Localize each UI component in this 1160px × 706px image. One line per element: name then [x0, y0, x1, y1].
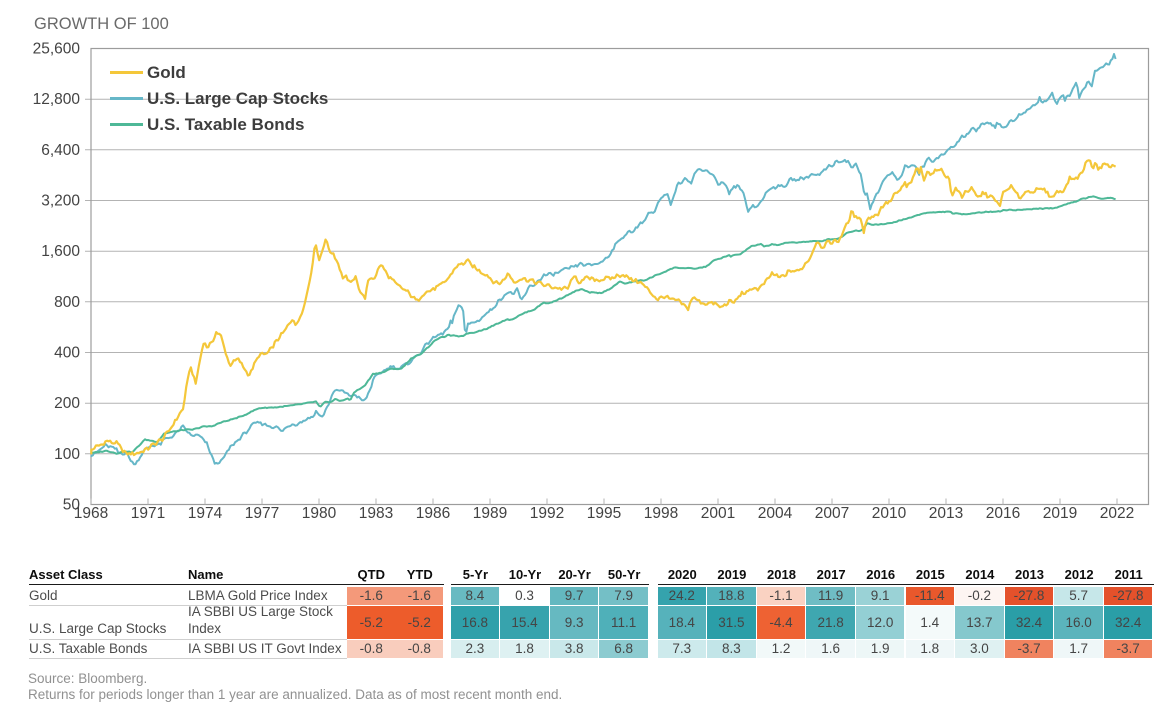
- svg-text:1,600: 1,600: [41, 243, 80, 260]
- svg-text:1998: 1998: [644, 505, 678, 522]
- svg-text:800: 800: [54, 294, 80, 311]
- svg-text:1992: 1992: [530, 505, 564, 522]
- svg-text:2010: 2010: [872, 505, 907, 522]
- svg-text:U.S. Large Cap Stocks: U.S. Large Cap Stocks: [147, 89, 328, 108]
- svg-text:25,600: 25,600: [33, 41, 81, 58]
- svg-text:2007: 2007: [815, 505, 849, 522]
- svg-text:6,400: 6,400: [41, 142, 80, 159]
- svg-text:2004: 2004: [758, 505, 793, 522]
- svg-text:3,200: 3,200: [41, 193, 80, 210]
- svg-text:1980: 1980: [302, 505, 337, 522]
- svg-text:1986: 1986: [416, 505, 450, 522]
- svg-text:U.S. Taxable Bonds: U.S. Taxable Bonds: [147, 115, 304, 134]
- svg-text:1968: 1968: [74, 505, 108, 522]
- svg-text:1974: 1974: [188, 505, 223, 522]
- svg-text:1995: 1995: [587, 505, 621, 522]
- svg-text:200: 200: [54, 395, 80, 412]
- svg-text:2019: 2019: [1043, 505, 1077, 522]
- svg-text:1977: 1977: [245, 505, 279, 522]
- svg-text:50: 50: [63, 497, 81, 514]
- svg-text:2001: 2001: [701, 505, 735, 522]
- svg-text:GROWTH OF 100: GROWTH OF 100: [34, 15, 169, 33]
- svg-text:2016: 2016: [986, 505, 1020, 522]
- svg-text:2013: 2013: [929, 505, 963, 522]
- svg-text:12,800: 12,800: [33, 91, 81, 108]
- svg-text:1983: 1983: [359, 505, 393, 522]
- svg-text:400: 400: [54, 345, 80, 362]
- svg-text:100: 100: [54, 446, 80, 463]
- svg-text:1971: 1971: [131, 505, 165, 522]
- svg-text:2022: 2022: [1100, 505, 1134, 522]
- svg-text:Gold: Gold: [147, 63, 186, 82]
- svg-text:1989: 1989: [473, 505, 507, 522]
